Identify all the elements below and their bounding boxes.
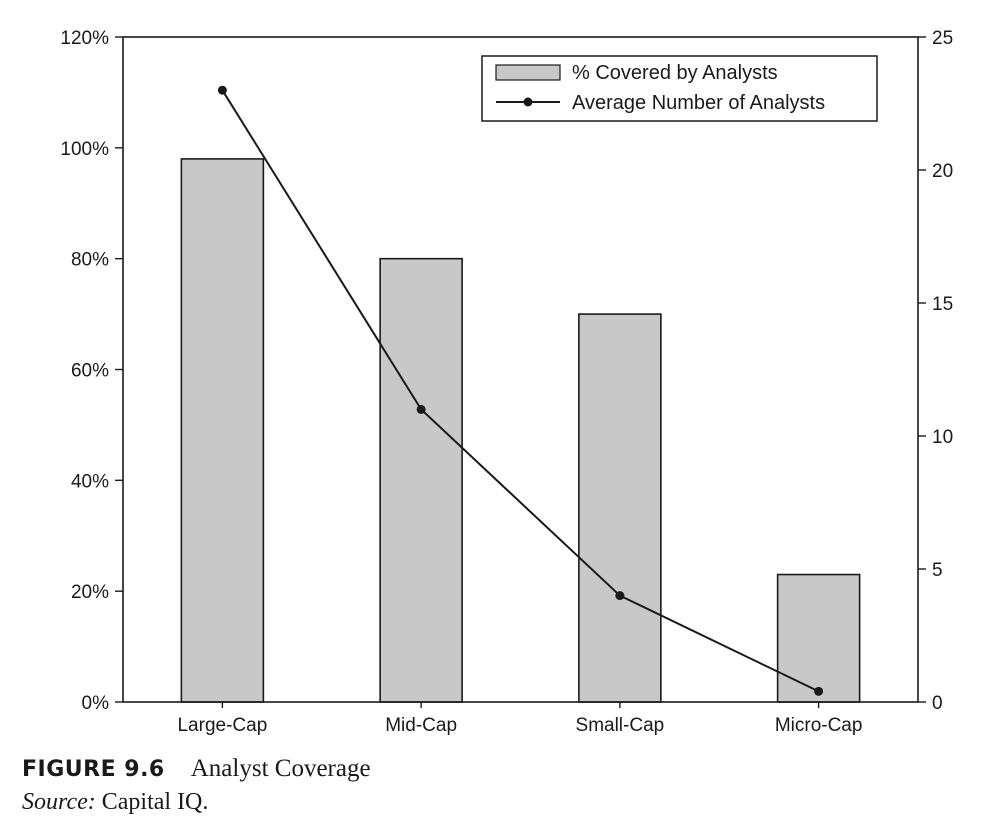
figure-title: Analyst Coverage [190,755,371,782]
x-tick-label: Micro-Cap [775,715,863,736]
right-tick-label: 10 [932,427,953,448]
legend-bar-swatch [495,64,561,81]
left-tick-label: 0% [82,693,110,714]
line-point-micro-cap [814,686,824,696]
figure-source: Source: Capital IQ. [22,789,208,816]
legend-box [481,55,878,122]
bar-large-cap [180,158,265,703]
line-point-small-cap [615,591,625,601]
figure-label: FIGURE 9.6 [22,757,165,782]
source-text: Capital IQ. [101,789,209,815]
right-tick-label: 15 [932,294,953,315]
bars-group [180,158,861,703]
line-group [217,85,824,696]
legend-label-line: Average Number of Analysts [572,92,825,114]
bar-small-cap [578,313,662,703]
chart: 0% 20% 40% 60% 80% 100% 120% 0 5 10 15 20 25 Large-… [60,28,953,736]
figure-caption: FIGURE 9.6 Analyst Coverage [22,755,371,783]
left-tick-label: 100% [60,139,109,160]
line-point-large-cap [217,85,227,95]
left-tick-label: 20% [71,582,109,603]
right-tick-label: 0 [932,693,943,714]
legend-line-marker [523,97,533,107]
legend: % Covered by Analysts Average Number of … [481,55,878,122]
right-tick-label: 25 [932,28,953,49]
right-tick-label: 5 [932,560,943,581]
right-tick-label: 20 [932,161,953,182]
left-tick-label: 40% [71,471,109,492]
legend-label-bar: % Covered by Analysts [572,62,778,84]
bar-mid-cap [379,257,463,703]
left-tick-label: 80% [71,250,109,271]
source-label: Source: [22,789,96,815]
x-axis-labels: Large-Cap Mid-Cap Small-Cap Micro-Cap [177,702,862,736]
right-axis-ticks: 0 5 10 15 20 25 [918,28,953,714]
x-tick-label: Small-Cap [576,715,665,736]
left-axis-ticks: 0% 20% 40% 60% 80% 100% 120% [60,28,123,714]
left-tick-label: 120% [60,28,109,49]
bar-micro-cap [776,573,861,703]
left-tick-label: 60% [71,361,109,382]
line-point-mid-cap [416,404,426,414]
x-tick-label: Mid-Cap [385,715,457,736]
series-line-average-analysts [221,89,820,693]
x-tick-label: Large-Cap [177,715,267,736]
